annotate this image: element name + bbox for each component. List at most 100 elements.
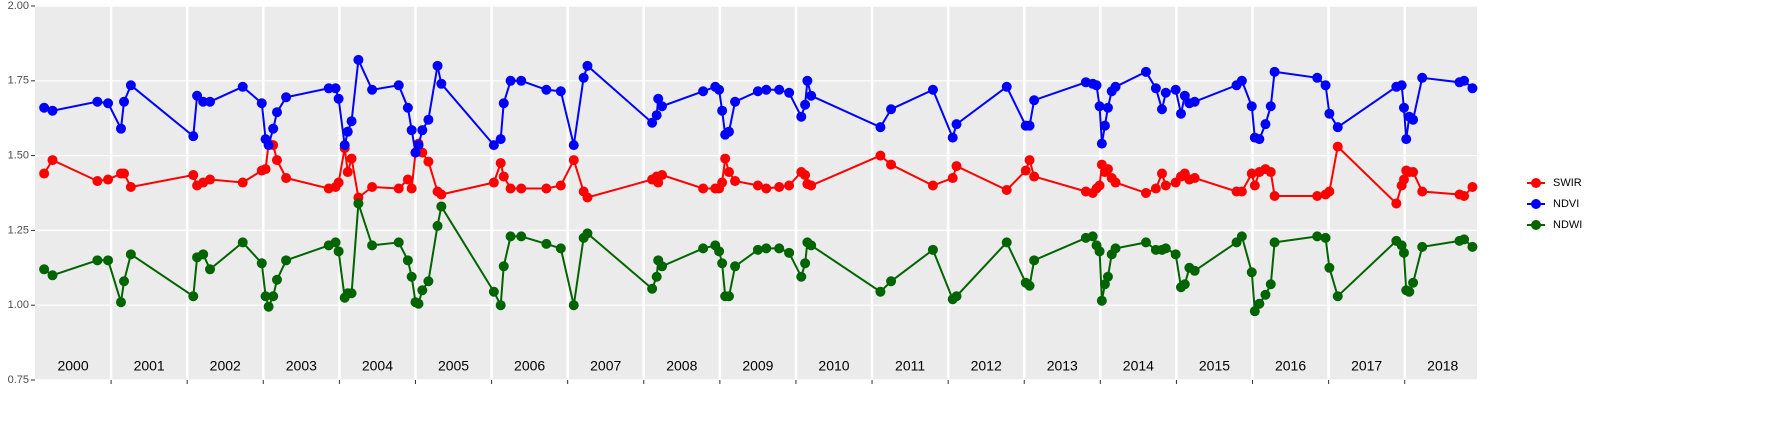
- data-point: [1099, 120, 1110, 131]
- data-point: [47, 270, 58, 281]
- data-point: [1246, 168, 1257, 179]
- data-point: [402, 102, 413, 113]
- data-point: [119, 168, 130, 179]
- data-point: [723, 126, 734, 137]
- data-point: [393, 237, 404, 248]
- data-point: [367, 84, 378, 95]
- data-point: [256, 258, 267, 269]
- data-point: [432, 60, 443, 71]
- data-point: [1156, 168, 1167, 179]
- data-point: [488, 140, 499, 151]
- data-point: [1417, 241, 1428, 252]
- data-point: [647, 283, 658, 294]
- data-point: [505, 183, 516, 194]
- year-label: 2005: [438, 358, 469, 374]
- data-point: [339, 140, 350, 151]
- data-point: [402, 174, 413, 185]
- data-point: [1265, 279, 1276, 290]
- year-label: 2011: [895, 358, 925, 374]
- data-point: [436, 189, 447, 200]
- data-point: [1150, 183, 1161, 194]
- data-point: [886, 104, 897, 115]
- data-point: [730, 96, 741, 107]
- data-point: [1140, 66, 1151, 77]
- data-point: [1398, 174, 1409, 185]
- data-point: [271, 107, 282, 118]
- year-label: 2004: [362, 358, 393, 374]
- data-point: [92, 176, 103, 187]
- data-point: [205, 96, 216, 107]
- data-point: [578, 72, 589, 83]
- data-point: [1001, 185, 1012, 196]
- data-point: [1179, 90, 1190, 101]
- legend-key-point: [1531, 178, 1541, 188]
- data-point: [423, 114, 434, 125]
- data-point: [417, 147, 428, 158]
- data-point: [323, 83, 334, 94]
- data-point: [205, 264, 216, 275]
- data-point: [723, 291, 734, 302]
- data-point: [752, 180, 763, 191]
- data-point: [1110, 177, 1121, 188]
- data-point: [39, 168, 50, 179]
- data-point: [1091, 80, 1102, 91]
- data-point: [1160, 180, 1171, 191]
- data-point: [1170, 84, 1181, 95]
- data-point: [1396, 80, 1407, 91]
- data-point: [505, 75, 516, 86]
- year-label: 2006: [514, 358, 545, 374]
- year-label: 2010: [818, 358, 849, 374]
- plot-panel: [35, 6, 1477, 380]
- data-point: [188, 291, 199, 302]
- data-point: [1246, 101, 1257, 112]
- data-point: [714, 84, 725, 95]
- data-point: [1312, 231, 1323, 242]
- data-point: [1269, 66, 1280, 77]
- data-point: [657, 170, 668, 181]
- data-point: [582, 60, 593, 71]
- data-point: [1029, 95, 1040, 106]
- data-point: [1175, 108, 1186, 119]
- data-point: [260, 164, 271, 175]
- data-point: [1140, 188, 1151, 198]
- year-label: 2018: [1427, 358, 1458, 374]
- data-point: [410, 147, 421, 158]
- data-point: [256, 98, 267, 109]
- data-point: [1001, 237, 1012, 248]
- data-point: [568, 140, 579, 151]
- data-point: [271, 274, 282, 285]
- year-label: 2012: [971, 358, 1002, 374]
- data-point: [1332, 122, 1343, 133]
- data-point: [761, 243, 772, 254]
- data-point: [714, 246, 725, 257]
- year-label: 2009: [742, 358, 773, 374]
- data-point: [92, 96, 103, 107]
- data-point: [802, 75, 813, 86]
- data-point: [1408, 114, 1419, 125]
- data-point: [1324, 108, 1335, 119]
- data-point: [1094, 180, 1105, 191]
- data-point: [541, 238, 552, 249]
- data-point: [582, 228, 593, 239]
- data-point: [720, 153, 731, 164]
- data-point: [1249, 306, 1260, 317]
- data-point: [103, 255, 114, 266]
- data-point: [1189, 173, 1200, 184]
- data-point: [198, 249, 209, 260]
- data-point: [1324, 186, 1335, 197]
- data-point: [1467, 182, 1478, 193]
- data-point: [103, 174, 114, 185]
- data-point: [1408, 167, 1419, 178]
- year-label: 2002: [210, 358, 241, 374]
- data-point: [1269, 190, 1280, 201]
- data-point: [947, 173, 958, 184]
- data-point: [333, 177, 344, 188]
- data-point: [1087, 231, 1098, 242]
- data-point: [1110, 81, 1121, 92]
- data-point: [498, 171, 509, 182]
- data-point: [1140, 237, 1151, 248]
- legend-key-point: [1531, 220, 1541, 230]
- data-point: [516, 75, 527, 86]
- data-point: [800, 258, 811, 269]
- year-label: 2008: [666, 358, 697, 374]
